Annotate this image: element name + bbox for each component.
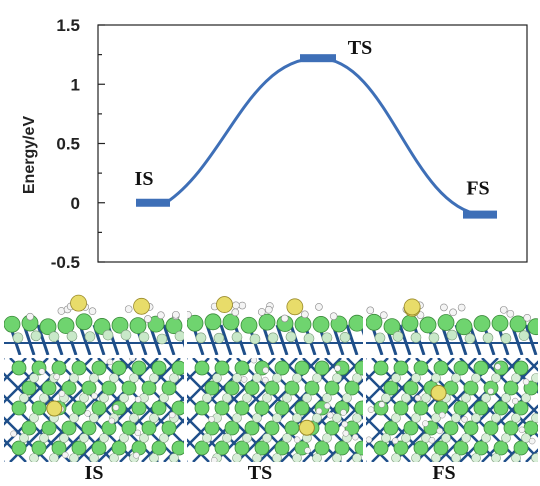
structure-ts-side <box>187 285 363 355</box>
y-tick-label: 0.5 <box>56 135 80 154</box>
structure-is-side <box>4 285 184 355</box>
structure-fs-side <box>366 285 538 355</box>
y-tick-label: 1.5 <box>56 16 80 35</box>
y-tick-label: 0 <box>71 194 80 213</box>
chart-marks: IS TS FS <box>135 37 497 219</box>
y-tick-label: 1 <box>71 75 80 94</box>
energy-path-line <box>165 56 481 217</box>
y-axis-title: Energy/eV <box>21 116 38 195</box>
structure-label-is: IS <box>84 462 104 484</box>
structure-label-ts: TS <box>247 462 273 484</box>
state-label-fs: FS <box>466 178 489 200</box>
structure-is-top <box>4 358 184 462</box>
state-label-is: IS <box>135 168 154 190</box>
structure-fs-top <box>366 358 538 462</box>
state-level-fs <box>463 210 497 219</box>
state-level-is <box>136 198 170 207</box>
structure-ts-top <box>187 358 363 462</box>
structure-label-fs: FS <box>432 462 456 484</box>
energy-profile-chart: -0.5 0 0.5 1 1.5 Energy/eV IS TS FS <box>21 16 528 272</box>
state-label-ts: TS <box>348 37 372 59</box>
state-level-ts <box>300 54 336 63</box>
chart-axes <box>97 24 528 263</box>
y-tick-labels: -0.5 0 0.5 1 1.5 <box>51 16 80 272</box>
y-tick-label: -0.5 <box>51 253 80 272</box>
